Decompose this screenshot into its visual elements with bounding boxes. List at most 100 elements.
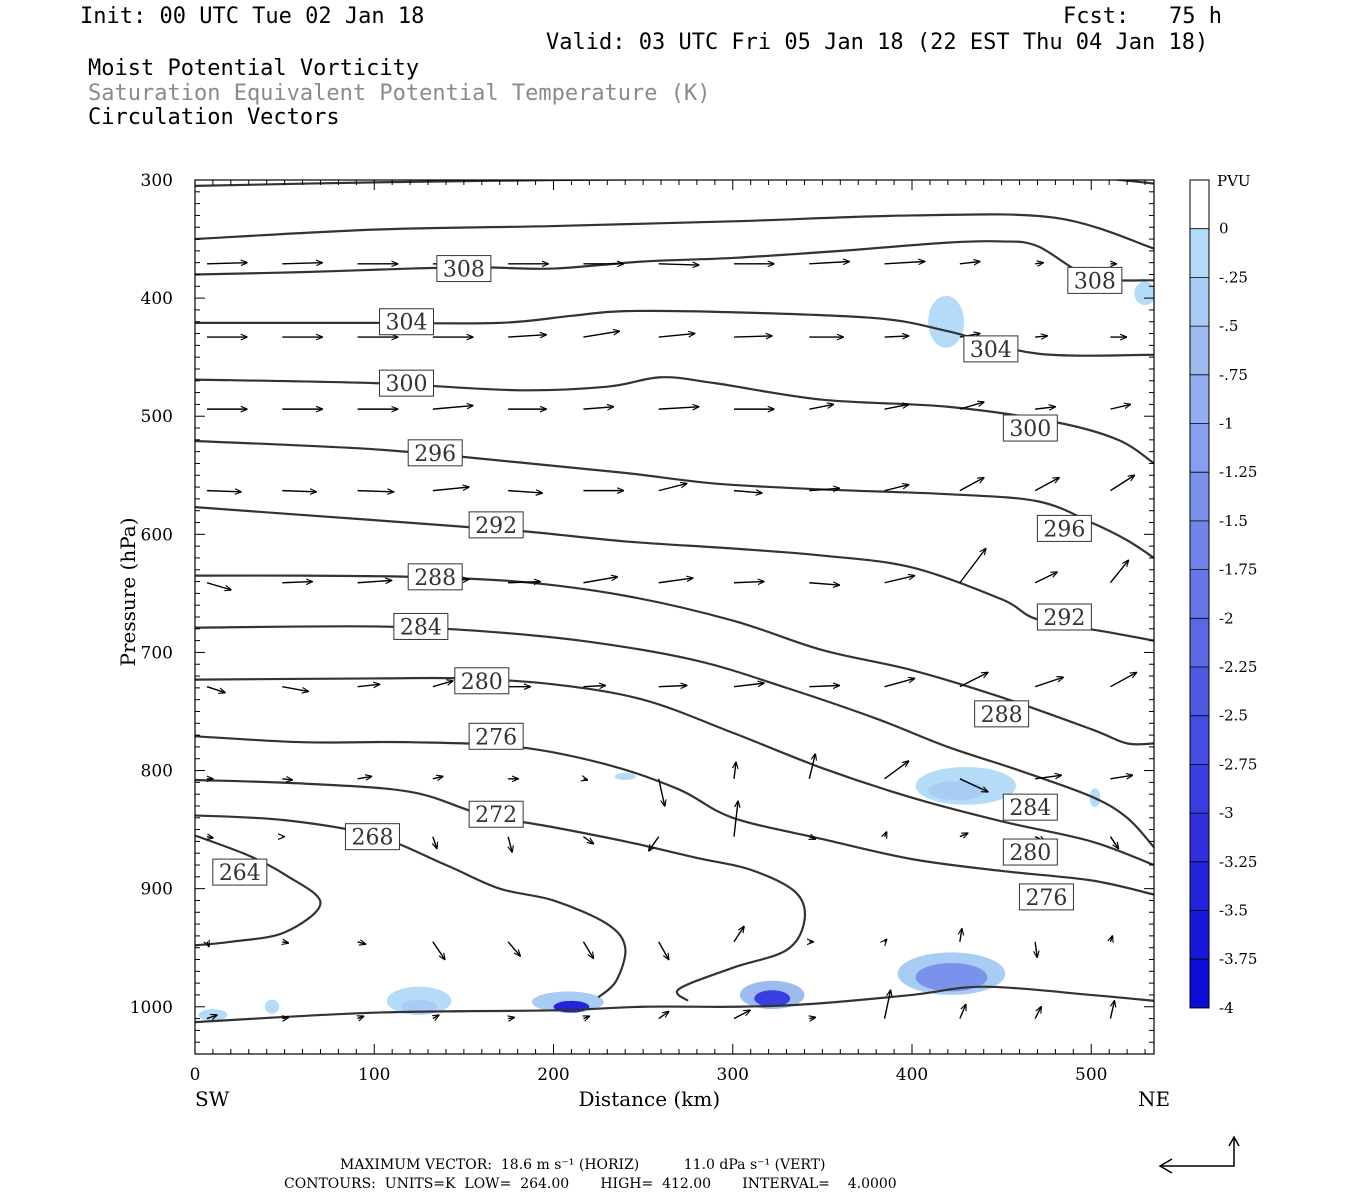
circulation-vector — [583, 836, 593, 844]
contour-label-box — [974, 700, 1030, 728]
contour-label-box — [1018, 883, 1074, 911]
circulation-vector — [1035, 941, 1037, 957]
contour-label: 276 — [475, 725, 517, 750]
contour-label: 300 — [1009, 417, 1051, 442]
isentrope-line — [195, 676, 1154, 867]
circulation-vector — [357, 580, 392, 582]
contour-label: 284 — [400, 615, 442, 640]
x-tick-label: 0 — [190, 1065, 201, 1085]
circulation-vector — [357, 491, 394, 492]
isentrope-line — [195, 574, 1154, 746]
colorbar-swatch — [1190, 569, 1209, 619]
circulation-vector — [432, 406, 473, 410]
forecast-hour: Fcst: 75 h — [1063, 4, 1222, 29]
contour-label: 296 — [414, 442, 456, 467]
isentrope-line — [195, 439, 1154, 559]
colorbar-tick-label: -2 — [1219, 609, 1234, 627]
circulation-vector — [508, 1017, 514, 1018]
end-label-ne: NE — [1138, 1087, 1170, 1111]
circulation-vector — [357, 942, 366, 944]
contour-label: 276 — [1025, 886, 1067, 911]
circulation-vector — [206, 582, 231, 590]
colorbar-swatch — [1190, 423, 1209, 473]
colorbar-swatch — [1190, 618, 1209, 667]
contour-label-box — [1067, 266, 1123, 294]
circulation-vector — [959, 261, 980, 263]
circulation-vector — [1035, 775, 1061, 780]
circulation-vector — [282, 685, 308, 692]
colorbar-swatch — [1190, 520, 1209, 570]
circulation-vector — [733, 683, 764, 688]
contour-label: 264 — [219, 861, 261, 886]
circulation-vector — [883, 990, 891, 1019]
colorbar-swatch — [1190, 715, 1209, 765]
circulation-vector — [432, 681, 453, 688]
colorbar-swatch — [1190, 959, 1209, 1008]
field-title-vectors: Circulation Vectors — [88, 105, 340, 130]
circulation-vector — [884, 485, 909, 492]
circulation-vector — [282, 582, 312, 583]
circulation-vector — [1035, 336, 1047, 337]
circulation-vector — [508, 491, 542, 493]
pv-shading — [928, 781, 986, 801]
circulation-vector — [733, 1010, 750, 1020]
circulation-vector — [432, 487, 469, 492]
circulation-vector — [282, 942, 288, 943]
colorbar-tick-label: -3.25 — [1219, 853, 1257, 871]
circulation-vector — [433, 836, 437, 849]
circulation-vector — [1110, 673, 1136, 688]
circulation-vector — [1035, 263, 1043, 264]
circulation-vector — [658, 686, 687, 687]
circulation-vector — [658, 578, 693, 584]
colorbar-tick-label: -1 — [1219, 415, 1234, 433]
circulation-vector — [809, 404, 833, 410]
circulation-vector — [432, 776, 443, 778]
y-tick-label: 1000 — [130, 998, 173, 1018]
circulation-vector — [1109, 836, 1118, 849]
circulation-vector — [1109, 1001, 1114, 1019]
circulation-vector — [658, 484, 687, 492]
circulation-vector — [884, 761, 909, 780]
x-tick-label: 200 — [537, 1065, 569, 1085]
circulation-vector — [1035, 407, 1055, 409]
colorbar-tick-label: -2.75 — [1219, 755, 1257, 773]
contour-label-box — [468, 722, 524, 750]
circulation-vector — [207, 942, 209, 947]
y-tick-label: 700 — [141, 643, 173, 663]
circulation-vector — [884, 678, 915, 688]
end-label-sw: SW — [195, 1087, 230, 1111]
field-title-pv: Moist Potential Vorticity — [88, 56, 420, 81]
y-tick-label: 300 — [141, 171, 173, 191]
y-tick-label: 500 — [141, 407, 173, 427]
circulation-vector — [885, 832, 887, 837]
pv-shading — [264, 999, 280, 1014]
circulation-vector — [206, 263, 247, 264]
valid-time: Valid: 03 UTC Fri 05 Jan 18 (22 EST Thu … — [546, 30, 1209, 55]
circulation-vector — [959, 673, 988, 688]
circulation-vector — [583, 1016, 589, 1018]
circulation-vector — [282, 263, 322, 264]
y-tick-label: 600 — [141, 525, 173, 545]
circulation-vector — [809, 488, 839, 490]
field-title-theta: Saturation Equivalent Potential Temperat… — [88, 81, 711, 106]
circulation-vector — [809, 1017, 815, 1018]
contour-label: 304 — [970, 338, 1012, 363]
isentrope-line — [195, 213, 1154, 250]
colorbar-swatch — [1190, 910, 1209, 960]
colorbar-swatch — [1190, 180, 1209, 229]
circulation-vector — [582, 941, 593, 959]
y-axis-title: Pressure (hPa) — [116, 518, 140, 667]
y-tick-label: 400 — [141, 289, 173, 309]
circulation-vector — [583, 577, 617, 584]
circulation-vector — [206, 686, 225, 693]
isentrope-line — [195, 735, 1154, 896]
pv-shading — [915, 963, 988, 992]
contour-label: 308 — [1074, 269, 1116, 294]
circulation-vector — [1110, 475, 1134, 492]
circulation-vector — [1034, 478, 1059, 492]
contour-label-box — [1002, 414, 1058, 442]
contour-label-box — [468, 511, 524, 539]
contour-label: 280 — [461, 670, 503, 695]
colorbar-tick-label: -.25 — [1219, 268, 1248, 286]
